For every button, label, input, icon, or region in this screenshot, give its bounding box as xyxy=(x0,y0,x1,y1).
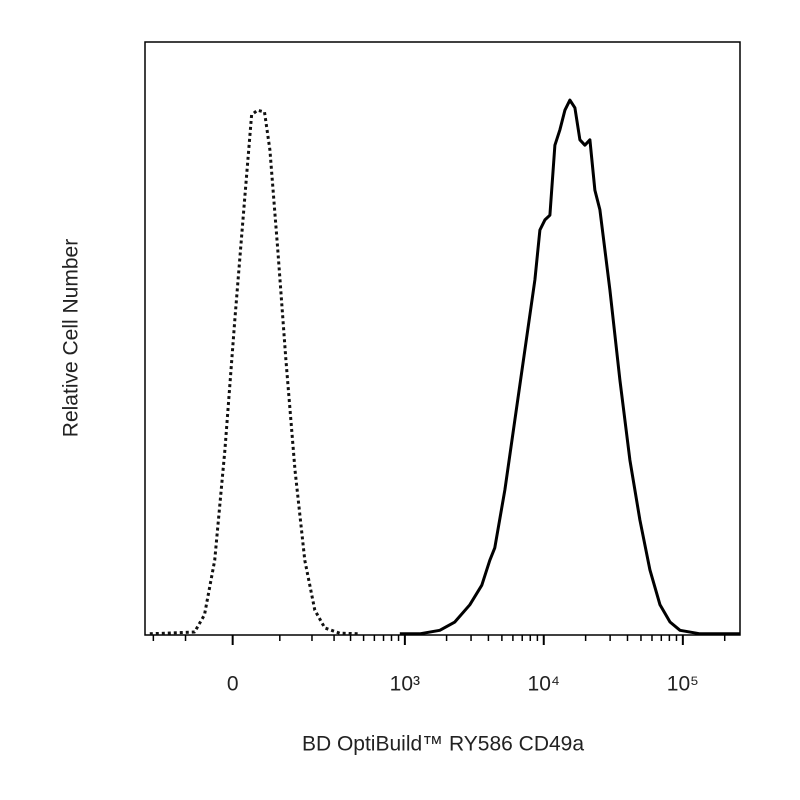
x-tick-label: 10⁵ xyxy=(667,673,699,696)
plot-frame xyxy=(144,41,741,636)
histogram-line xyxy=(399,98,740,636)
x-tick-label: 10⁴ xyxy=(528,673,560,696)
x-tick-label: 10³ xyxy=(390,673,420,696)
histogram-line xyxy=(149,108,360,636)
y-axis-label: Relative Cell Number xyxy=(60,239,83,437)
x-tick-label: 0 xyxy=(227,673,239,696)
x-axis-label: BD OptiBuild™ RY586 CD49a xyxy=(302,733,584,756)
